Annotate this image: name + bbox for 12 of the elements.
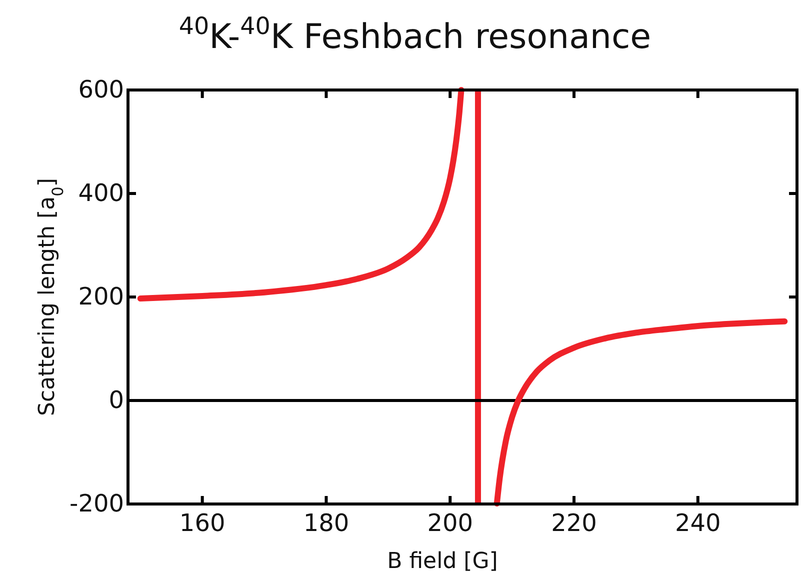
x-tick-label: 160 [179,509,226,538]
y-tick-label: -200 [70,490,124,518]
y-tick-label: 200 [78,282,124,311]
x-tick-label: 240 [674,509,721,538]
y-tick-label: 0 [108,386,124,414]
x-tick-label: 180 [303,509,350,538]
chart-title: $^{40}$K-$^{40}$K Feshbach resonance [178,12,652,57]
y-tick-label: 600 [78,76,124,104]
y-tick-label: 400 [78,179,124,208]
x-axis-title: B field [G] [387,549,498,572]
x-tick-label: 200 [427,509,474,538]
x-tick-label: 220 [551,509,597,538]
